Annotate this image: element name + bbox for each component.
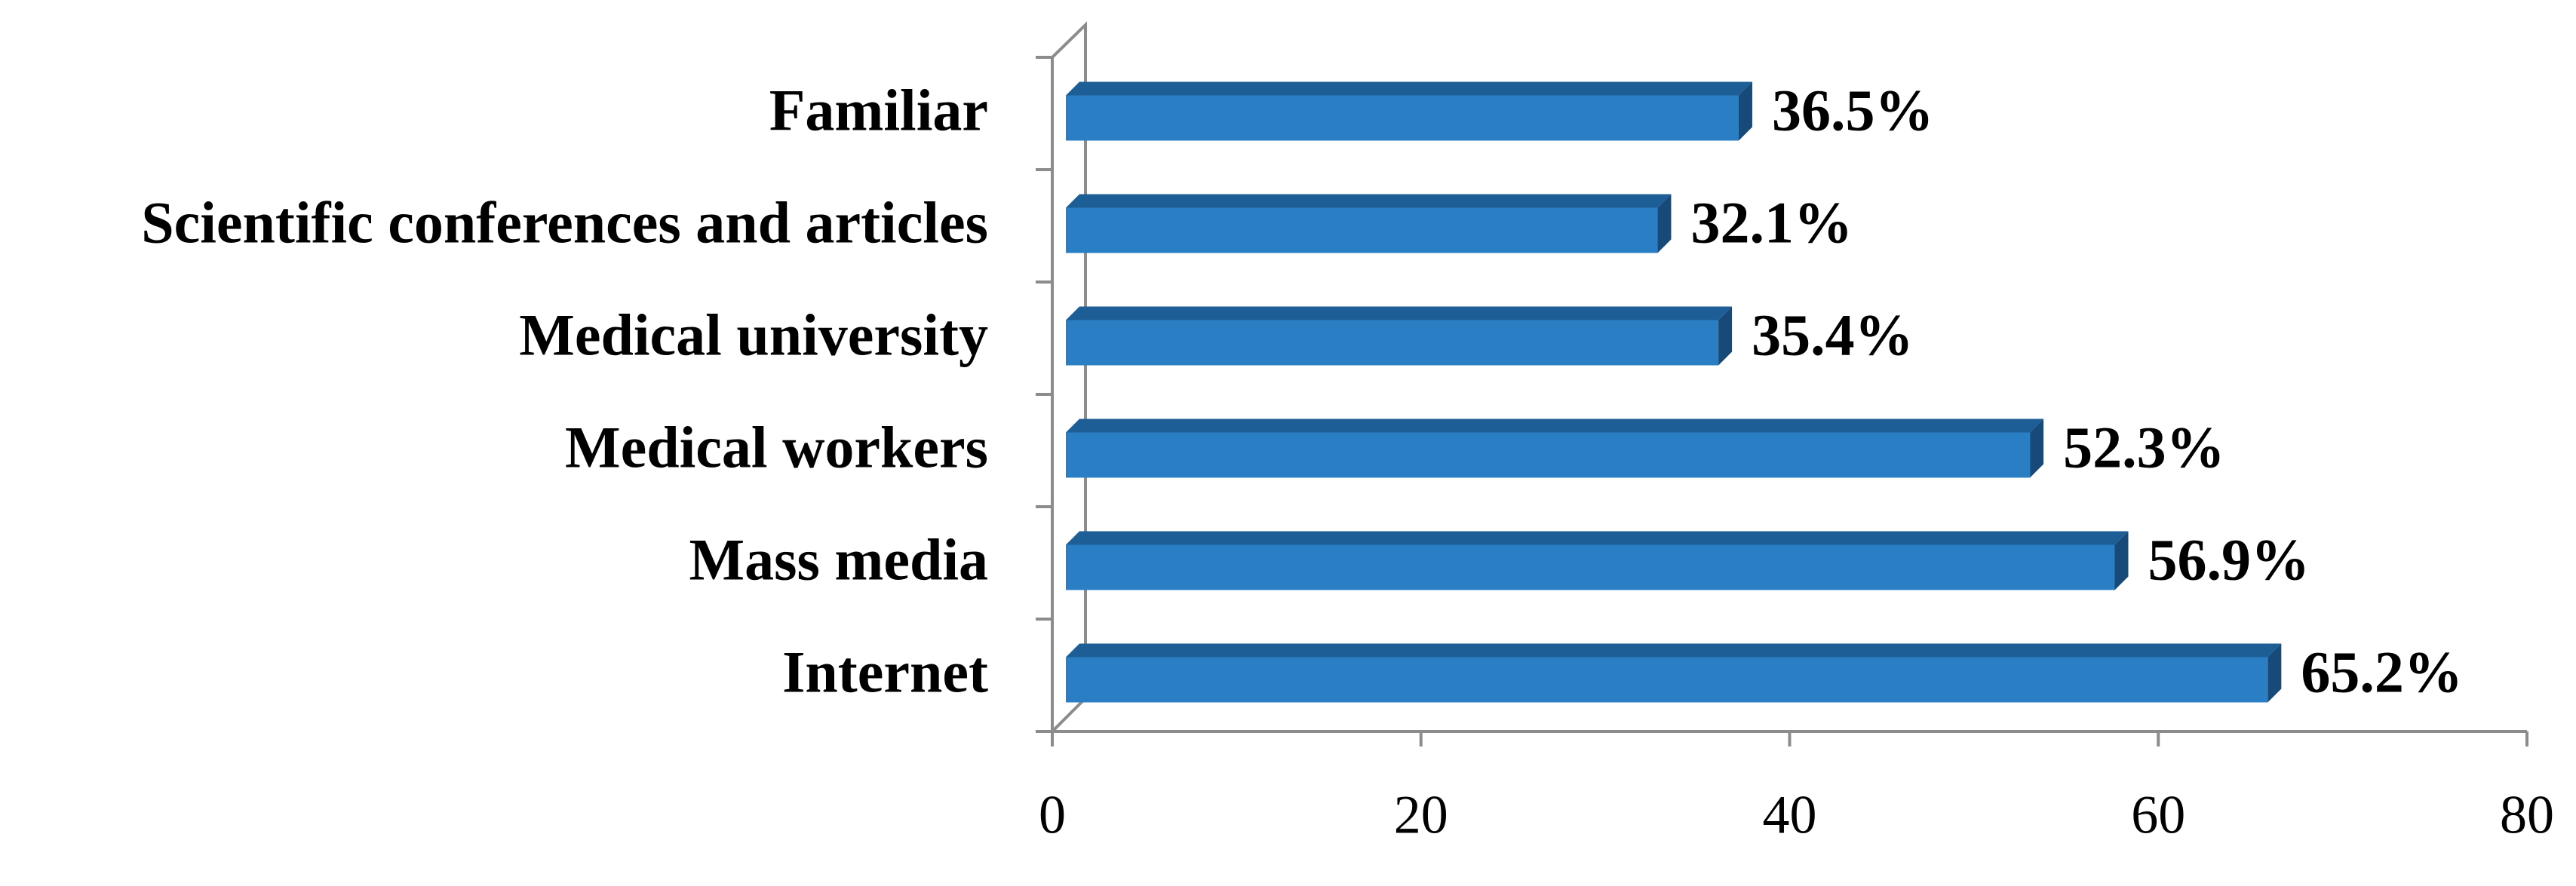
bar-top (1066, 418, 2044, 433)
x-tick-label: 0 (1039, 785, 1066, 845)
bar-side (1657, 194, 1672, 253)
y-tick-label: Scientific conferences and articles (141, 189, 988, 255)
bar-side (1738, 81, 1752, 141)
y-tick-label: Medical workers (565, 414, 988, 480)
x-tick-label: 40 (1763, 785, 1817, 845)
y-tick-label: Medical university (519, 302, 988, 367)
value-label: 35.4% (1752, 302, 1914, 367)
bar (1066, 657, 2268, 703)
bar (1066, 432, 2031, 478)
bar (1066, 207, 1658, 253)
bar (1066, 95, 1739, 141)
y-tick-label: Mass media (689, 526, 988, 592)
x-tick-label: 20 (1394, 785, 1448, 845)
bar-top (1066, 531, 2129, 545)
bar-top (1066, 643, 2282, 658)
bar-side (2030, 418, 2044, 478)
bar-top (1066, 306, 1733, 320)
y-tick-label: Internet (782, 639, 988, 704)
bar-side (2267, 643, 2282, 703)
y-tick-label: Familiar (769, 77, 988, 143)
bar-top (1066, 81, 1752, 96)
value-label: 36.5% (1772, 77, 1934, 143)
value-label: 32.1% (1690, 189, 1853, 255)
bar-top (1066, 194, 1672, 208)
value-label: 56.9% (2148, 526, 2310, 592)
bar-side (2114, 531, 2129, 590)
value-label: 52.3% (2063, 414, 2225, 480)
bar (1066, 320, 1719, 366)
x-tick-label: 60 (2131, 785, 2185, 845)
bar (1066, 544, 2115, 590)
floor-edge (1051, 697, 1087, 733)
x-tick-label: 80 (2500, 785, 2554, 845)
value-label: 65.2% (2301, 639, 2463, 704)
bar-side (1718, 306, 1733, 366)
